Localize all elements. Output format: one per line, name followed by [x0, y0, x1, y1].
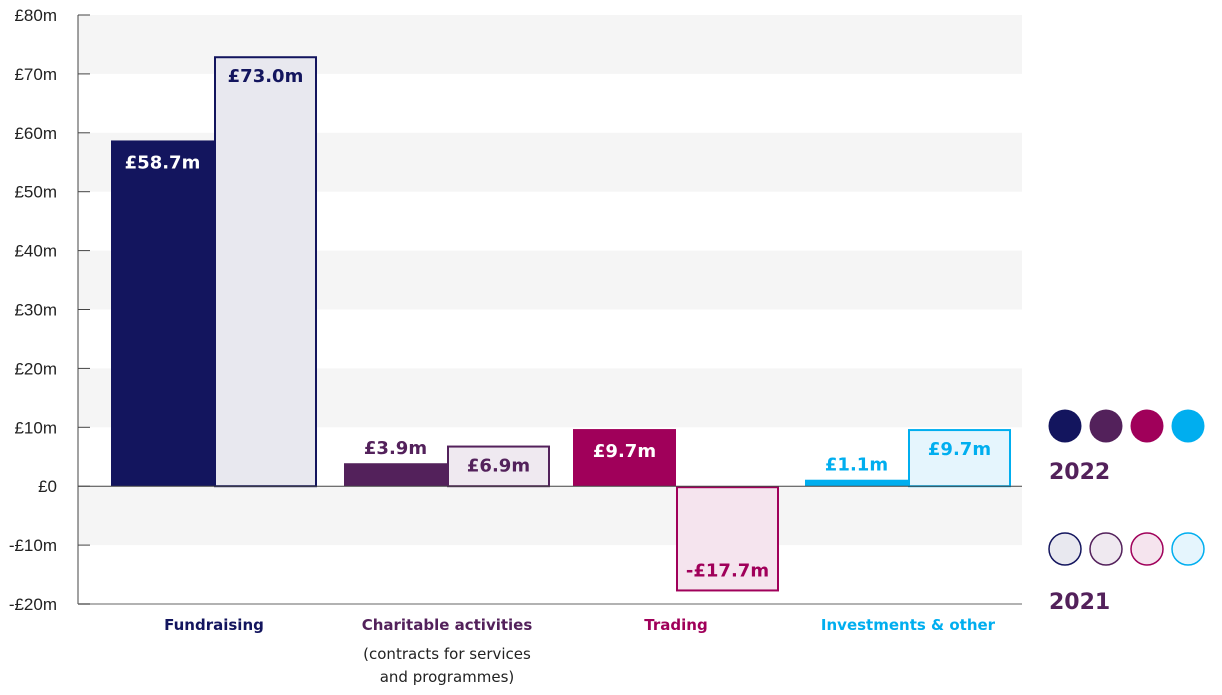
legend-swatch [1048, 409, 1082, 443]
category-sublabel: (contracts for services [363, 645, 531, 663]
bar-2022-2 [573, 429, 676, 487]
grid-band [78, 486, 1022, 546]
y-tick-label: £80m [14, 6, 57, 25]
legend-swatch [1089, 409, 1123, 443]
data-label: £58.7m [125, 152, 201, 173]
legend-swatch [1171, 532, 1205, 566]
category-label: Investments & other [821, 616, 996, 634]
data-label: £6.9m [467, 456, 530, 477]
y-tick-label: £20m [14, 359, 57, 378]
y-tick-label: £60m [14, 124, 57, 143]
bar-2021-2 [676, 486, 779, 592]
y-tick-label: £40m [14, 242, 57, 261]
y-tick-label: -£10m [9, 536, 57, 555]
data-label: £3.9m [364, 438, 427, 459]
legend-swatch [1130, 532, 1164, 566]
category-sublabel: and programmes) [380, 668, 515, 686]
bar-2022-3 [805, 479, 908, 487]
legend-swatch [1089, 532, 1123, 566]
bar-2022-1 [344, 463, 447, 487]
category-label: Fundraising [164, 616, 264, 634]
y-tick-label: £50m [14, 183, 57, 202]
data-label: £9.7m [928, 439, 991, 460]
y-tick-label: £30m [14, 301, 57, 320]
data-label: £9.7m [593, 441, 656, 462]
bar-2022-0 [111, 140, 214, 487]
legend-swatch [1048, 532, 1082, 566]
y-tick-label: £10m [14, 418, 57, 437]
category-label: Trading [644, 616, 707, 634]
bar-2021-0 [214, 56, 317, 488]
data-label: £73.0m [228, 66, 304, 87]
data-label: £1.1m [825, 455, 888, 476]
legend-swatch [1130, 409, 1164, 443]
bar-2021-1 [447, 445, 550, 488]
legend-label: 2021 [1049, 590, 1110, 615]
y-tick-label: -£20m [9, 595, 57, 614]
y-tick-label: £70m [14, 65, 57, 84]
legend-swatch [1171, 409, 1205, 443]
category-label: Charitable activities [362, 616, 533, 634]
y-tick-label: £0 [38, 477, 57, 496]
legend-label: 2022 [1049, 460, 1110, 485]
data-label: -£17.7m [686, 560, 769, 581]
